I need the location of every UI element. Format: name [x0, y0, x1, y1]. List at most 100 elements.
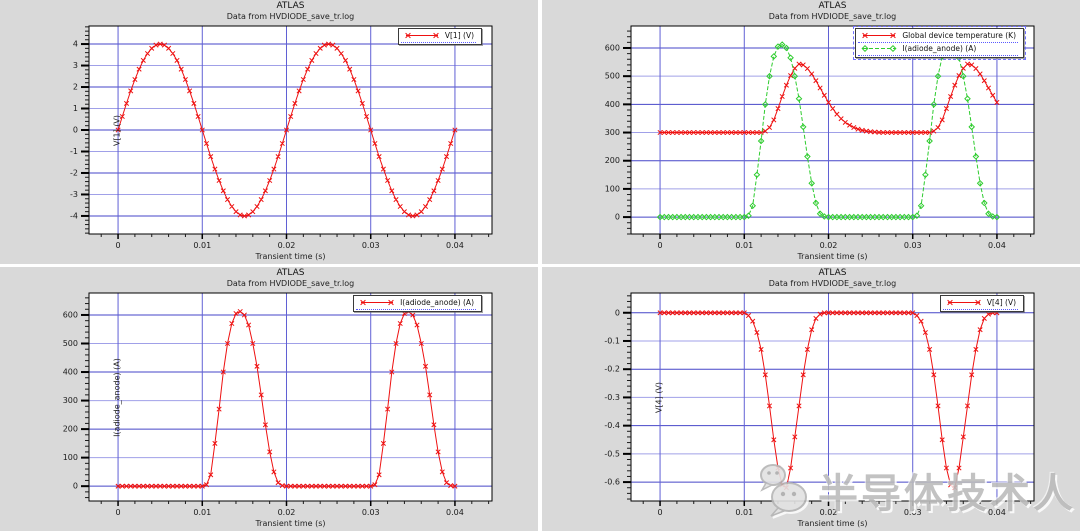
chart-panel-top-right: 0 0.01 0.02 0.03 0.04 0 100 200 300 400 500 600 ATL…	[542, 0, 1080, 264]
plot-canvas[interactable]: 0 0.01 0.02 0.03 0.04 0 100 200 300 400 500 600	[542, 0, 1080, 264]
y-axis-label: V[1] (V)	[112, 114, 122, 147]
legend-box[interactable]: V[1] (V)	[397, 28, 482, 45]
chart-subtitle: Data from HVDIODE_save_tr.log	[226, 279, 355, 288]
y-tick-label: -0.3	[604, 393, 620, 402]
x-tick-label: 0	[658, 508, 663, 517]
series-markers	[657, 310, 1000, 491]
x-tick-label: 0	[116, 241, 121, 250]
plot-area	[631, 26, 1034, 234]
legend-entry[interactable]: I(adiode_anode) (A)	[858, 43, 1018, 56]
x-tick-label: 0.01	[735, 508, 753, 517]
plot-border	[630, 25, 1035, 235]
legend-sample	[862, 32, 897, 39]
x-tick-label: 0	[658, 241, 663, 250]
legend-label: Global device temperature (K)	[902, 31, 1016, 40]
series-markers	[115, 41, 458, 219]
y-tick-label: -0.1	[604, 336, 620, 345]
legend-sample	[405, 32, 439, 39]
x-tick-label: 0.03	[904, 241, 922, 250]
y-tick-label: 2	[73, 83, 78, 92]
y-tick-label: -0.6	[604, 478, 620, 487]
x-tick-label: 0.04	[988, 241, 1006, 250]
y-tick-label: 500	[605, 72, 620, 81]
plot-border	[88, 292, 493, 502]
plot-canvas[interactable]: 0 0.01 0.02 0.03 0.04 -0.6 -0.5 -0.4 -0.3 -0.2 -0.…	[542, 267, 1080, 531]
y-tick-label: 400	[605, 100, 620, 109]
x-tick-label: 0.04	[446, 508, 464, 517]
legend-entry[interactable]: I(adiode_anode) (A)	[356, 297, 476, 310]
y-tick-label: 200	[63, 425, 78, 434]
y-tick-label: 0	[615, 213, 620, 222]
y-tick-label: 1	[73, 104, 78, 113]
legend-entry[interactable]: Global device temperature (K)	[858, 30, 1018, 43]
legend-box[interactable]: I(adiode_anode) (A)	[353, 295, 482, 312]
y-tick-label: 3	[73, 61, 78, 70]
y-tick-label: 600	[63, 310, 78, 319]
y-tick-label: 500	[63, 339, 78, 348]
chart-title: ATLAS	[818, 268, 847, 278]
chart-panel-bottom-left: 0 0.01 0.02 0.03 0.04 0 100 200 300 400 500 600 ATL…	[0, 267, 538, 531]
series-markers	[115, 308, 458, 489]
y-tick-label: -4	[70, 211, 78, 220]
chart-subtitle: Data from HVDIODE_save_tr.log	[768, 12, 897, 21]
x-tick-label: 0.02	[820, 241, 838, 250]
y-tick-label: -0.4	[604, 421, 620, 430]
y-tick-label: 0	[615, 308, 620, 317]
chart-panel-bottom-right: 0 0.01 0.02 0.03 0.04 -0.6 -0.5 -0.4 -0.3 -0.2 -0.…	[542, 267, 1080, 531]
y-tick-label: 200	[605, 156, 620, 165]
y-tick-label: 0	[73, 126, 78, 135]
legend-entry[interactable]: V[4] (V)	[942, 297, 1018, 310]
x-axis-label: Transient time (s)	[797, 519, 868, 528]
legend-entry[interactable]: V[1] (V)	[400, 30, 476, 43]
series-markers	[657, 61, 1000, 136]
legend-box[interactable]: V[4] (V)	[939, 295, 1024, 312]
y-axis-label	[655, 27, 666, 235]
y-tick-label: 100	[63, 453, 78, 462]
chart-panel-top-left: 0 0.01 0.02 0.03 0.04 -4 -3 -2 -1 0 1 2 3 4 ATLAS Dat…	[0, 0, 538, 264]
y-tick-label: -0.5	[604, 449, 620, 458]
plot-canvas[interactable]: 0 0.01 0.02 0.03 0.04 -4 -3 -2 -1 0 1 2 3 4	[0, 0, 538, 264]
series-markers	[656, 41, 1001, 221]
x-tick-label: 0.01	[735, 241, 753, 250]
legend-label: V[4] (V)	[986, 298, 1016, 307]
y-tick-label: -1	[70, 147, 78, 156]
legend-label: V[1] (V)	[444, 31, 474, 40]
chart-subtitle: Data from HVDIODE_save_tr.log	[768, 279, 897, 288]
y-tick-label: 600	[605, 43, 620, 52]
x-tick-label: 0.02	[278, 508, 296, 517]
y-tick-label: 100	[605, 184, 620, 193]
chart-title: ATLAS	[276, 268, 305, 278]
x-tick-label: 0.03	[362, 241, 380, 250]
x-axis-label: Transient time (s)	[797, 252, 868, 261]
y-tick-label: 0	[73, 482, 78, 491]
y-axis-label: I(adiode_anode) (A)	[112, 358, 122, 437]
legend-sample	[360, 299, 394, 306]
y-tick-label: 300	[63, 396, 78, 405]
x-axis-label: Transient time (s)	[255, 519, 326, 528]
y-tick-label: 4	[73, 40, 78, 49]
x-tick-label: 0.01	[193, 241, 211, 250]
plot-area	[89, 293, 492, 501]
chart-subtitle: Data from HVDIODE_save_tr.log	[226, 12, 355, 21]
y-tick-label: 400	[63, 368, 78, 377]
legend-sample	[861, 44, 897, 53]
x-tick-label: 0.04	[446, 241, 464, 250]
legend-label: I(adiode_anode) (A)	[902, 44, 977, 53]
legend-label: I(adiode_anode) (A)	[400, 298, 474, 307]
y-axis-label: V[4] (V)	[654, 381, 664, 414]
legend-box[interactable]: Global device temperature (K) I(adiode_an…	[853, 26, 1026, 60]
x-axis-label: Transient time (s)	[255, 252, 326, 261]
x-tick-label: 0.02	[278, 241, 296, 250]
x-tick-label: 0.01	[193, 508, 211, 517]
x-tick-label: 0.02	[820, 508, 838, 517]
x-tick-label: 0.03	[362, 508, 380, 517]
y-tick-label: 300	[605, 128, 620, 137]
y-tick-label: -2	[70, 168, 78, 177]
x-tick-label: 0	[116, 508, 121, 517]
plot-canvas[interactable]: 0 0.01 0.02 0.03 0.04 0 100 200 300 400 500 600	[0, 267, 538, 531]
y-tick-label: -3	[70, 190, 78, 199]
chart-title: ATLAS	[276, 1, 305, 11]
chart-title: ATLAS	[818, 1, 847, 11]
legend-sample	[947, 299, 981, 306]
